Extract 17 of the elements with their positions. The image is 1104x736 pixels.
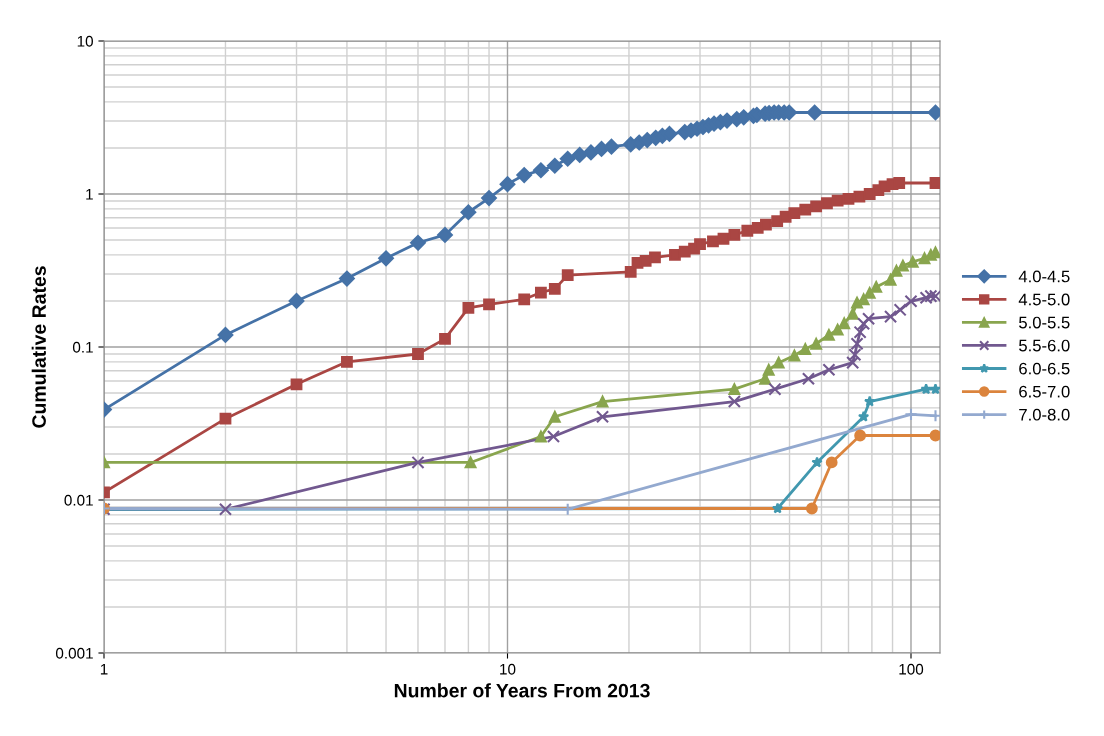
legend-label: 4.5-5.0 xyxy=(1018,293,1070,306)
y-tick-label: 1 xyxy=(86,189,93,200)
x-tick-label: 10 xyxy=(500,663,516,675)
y-tick-label: 0.01 xyxy=(64,494,93,506)
x-axis-title: Number of Years From 2013 xyxy=(394,683,650,698)
legend-label: 5.5-6.0 xyxy=(1019,339,1070,352)
y-tick-label: 10 xyxy=(77,35,93,47)
y-tick-label: 0.001 xyxy=(55,647,93,659)
y-axis-title: Cumulative Rates xyxy=(31,266,46,428)
legend-label: 5.0-5.5 xyxy=(1019,316,1070,329)
x-tick-label: 1 xyxy=(100,663,108,675)
y-tick-label: 0.1 xyxy=(72,341,93,353)
legend-label: 7.0-8.0 xyxy=(1019,408,1070,421)
x-tick-label: 100 xyxy=(899,663,924,675)
legend-label: 4.0-4.5 xyxy=(1018,270,1070,283)
legend-label: 6.5-7.0 xyxy=(1019,385,1070,398)
legend-label: 6.0-6.5 xyxy=(1019,362,1070,375)
